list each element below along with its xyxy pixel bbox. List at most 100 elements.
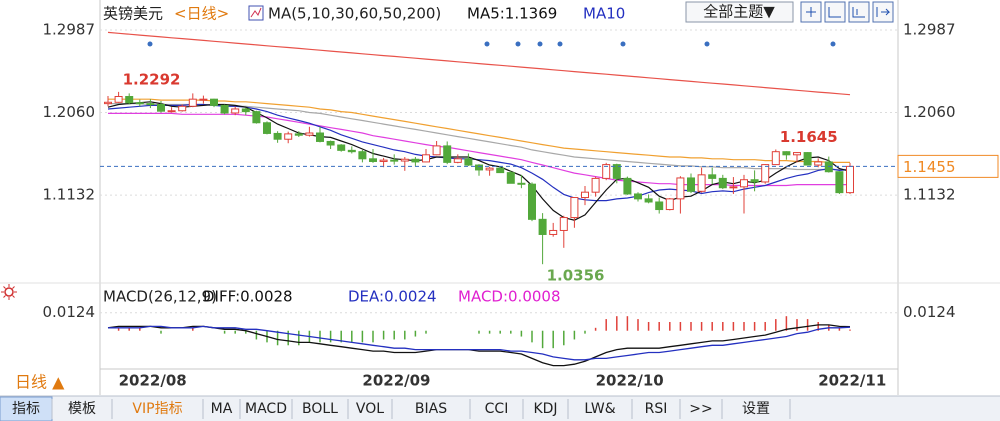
extreme-label: 1.2292 — [123, 70, 181, 88]
event-dot[interactable] — [484, 41, 490, 47]
candle-body — [337, 144, 346, 151]
tab[interactable]: BOLL — [302, 401, 338, 417]
candle-body — [231, 108, 240, 114]
event-markers — [147, 41, 836, 47]
candle-body — [602, 164, 611, 179]
candle-body — [453, 158, 462, 163]
y-tick-label-right: 0.0124 — [903, 303, 956, 321]
candle-body — [422, 154, 430, 163]
candle-body — [178, 105, 187, 112]
candle-body — [782, 151, 791, 156]
settings-icon[interactable] — [1, 284, 17, 300]
candle-body — [411, 158, 420, 163]
candle-body — [125, 96, 134, 104]
icon-button[interactable] — [848, 1, 870, 23]
candle-body — [581, 191, 589, 199]
candle-body — [538, 218, 547, 235]
candle-body — [114, 96, 123, 103]
candle-body — [443, 145, 452, 163]
candle-body — [294, 133, 303, 136]
instrument-title: 英镑美元 — [103, 5, 163, 23]
candle-body — [814, 161, 823, 166]
event-dot[interactable] — [537, 41, 543, 47]
candle-body — [252, 111, 261, 124]
candle-body — [846, 165, 854, 194]
candle-body — [750, 179, 759, 183]
candle-body — [220, 104, 229, 114]
candle-body — [528, 183, 536, 220]
tab[interactable]: CCI — [485, 401, 509, 417]
macd-title: MACD(26,12,9) — [103, 288, 217, 306]
candle-body — [316, 132, 324, 142]
event-dot[interactable] — [147, 41, 153, 47]
candle-body — [644, 198, 653, 203]
indicator-icon-glyph — [250, 7, 262, 18]
candle-body — [517, 182, 526, 185]
candle-body — [496, 167, 505, 174]
candle-body — [655, 201, 664, 211]
indicator-label: MA(5,10,30,60,50,200) — [268, 5, 441, 23]
tab[interactable]: 模板 — [68, 401, 96, 417]
candle-body — [793, 152, 801, 156]
tab[interactable]: KDJ — [533, 401, 557, 417]
y-tick-label: 1.2987 — [43, 21, 96, 39]
candle-body — [326, 140, 335, 146]
candle-body — [199, 98, 208, 101]
tab[interactable]: MA — [211, 401, 233, 417]
candle-body — [390, 159, 399, 162]
tab[interactable]: VIP指标 — [132, 401, 182, 417]
candle-body — [612, 164, 621, 179]
candle-body — [475, 164, 483, 171]
x-tick-label: 2022/11 — [818, 372, 886, 390]
tab[interactable]: BIAS — [415, 401, 447, 417]
settings-icon-rays — [1, 284, 17, 300]
legend-entry: MA5:1.1369 — [467, 5, 557, 23]
candle-body — [305, 132, 314, 136]
event-dot[interactable] — [704, 41, 710, 47]
y-tick-label-right: 1.2987 — [903, 21, 956, 39]
candle-body — [464, 158, 473, 166]
tab[interactable]: LW& — [584, 401, 615, 417]
candle-body — [157, 104, 165, 112]
candle-body — [665, 198, 674, 211]
macd-line — [107, 324, 851, 367]
period-label[interactable]: <日线> — [174, 5, 229, 23]
candle-body — [347, 149, 356, 153]
ma-line — [107, 31, 851, 96]
y-tick-label-right: 1.1132 — [903, 186, 956, 204]
legend-entry: MA10 — [583, 5, 625, 23]
theme-button[interactable] — [685, 1, 794, 23]
candle-body — [761, 164, 770, 183]
last-price-box — [897, 154, 999, 178]
y-tick-label: 1.1132 — [43, 186, 96, 204]
period-switch[interactable]: 日线 ▲ — [15, 373, 65, 392]
icon-button[interactable] — [824, 1, 846, 23]
candle-body — [358, 151, 367, 160]
candle-body — [188, 98, 197, 107]
candle-body — [803, 152, 812, 166]
tab[interactable]: MACD — [245, 401, 287, 417]
candle-body — [687, 177, 695, 192]
event-dot[interactable] — [515, 41, 521, 47]
tab[interactable]: 设置 — [742, 401, 770, 417]
tab[interactable]: RSI — [645, 401, 668, 417]
candle-body — [549, 229, 558, 235]
candle-body — [729, 186, 738, 189]
event-dot[interactable] — [830, 41, 836, 47]
x-tick-label: 2022/09 — [362, 372, 430, 390]
candle-body — [146, 103, 155, 106]
y-tick-label: 1.2060 — [43, 103, 96, 121]
y-tick-label-right: 1.2060 — [903, 103, 956, 121]
last-price-label: 1.1455 — [903, 158, 956, 176]
event-dot[interactable] — [620, 41, 626, 47]
tab[interactable]: >> — [689, 401, 712, 417]
tab[interactable]: VOL — [356, 401, 384, 417]
event-dot[interactable] — [557, 41, 563, 47]
candle-body — [135, 102, 144, 105]
theme-button-label[interactable]: 全部主题▼ — [703, 3, 775, 21]
tab[interactable]: 指标 — [12, 401, 40, 417]
candle-body — [273, 132, 282, 140]
candle-body — [835, 171, 844, 194]
candle-body — [284, 133, 293, 140]
